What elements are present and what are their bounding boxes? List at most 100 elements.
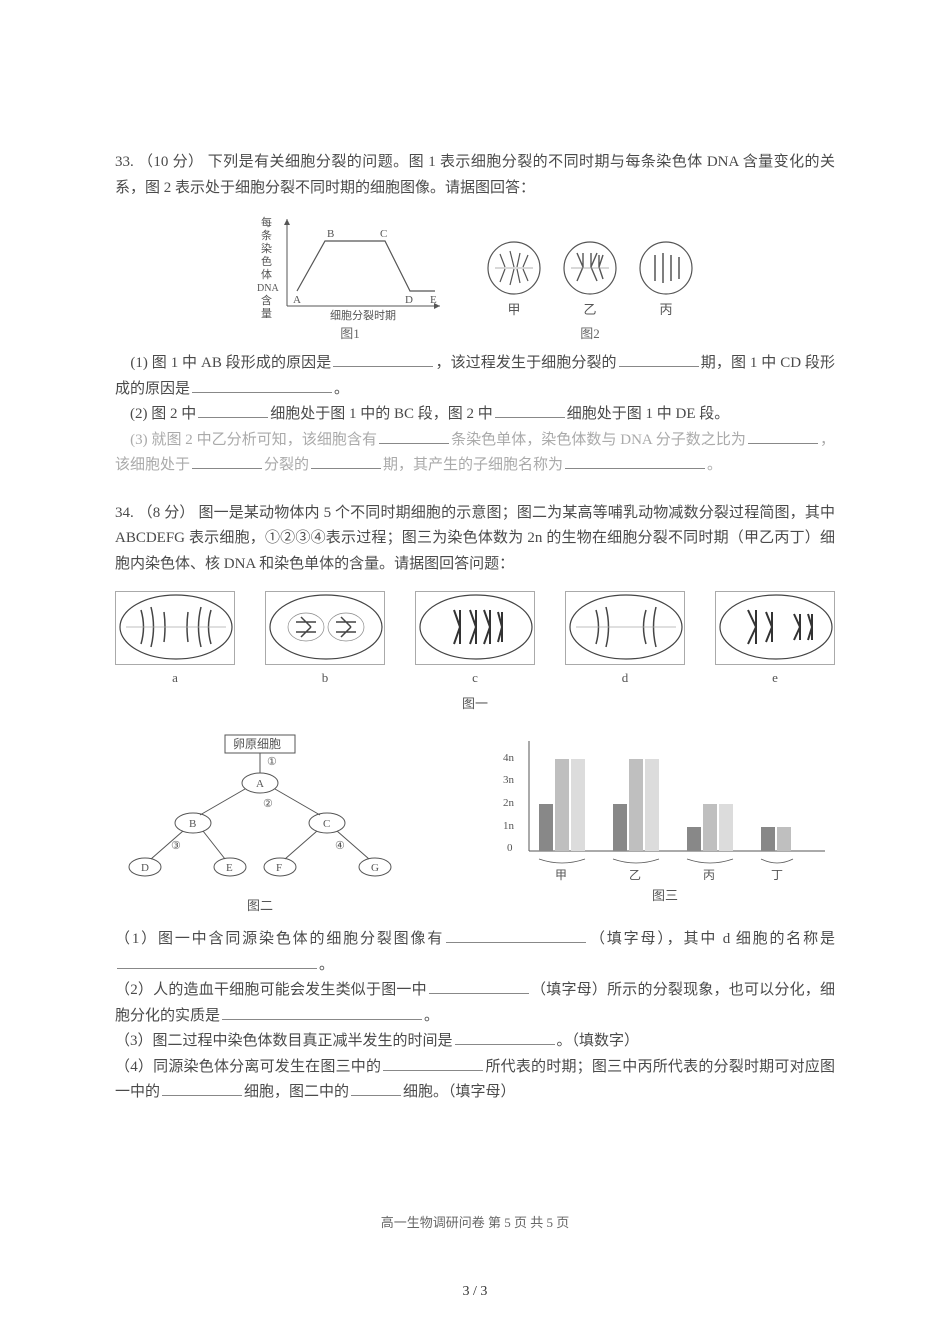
q33-cell-yi-label: 乙 [583, 299, 596, 321]
blank [619, 352, 699, 367]
blank [222, 1005, 422, 1020]
blank [192, 378, 332, 393]
q34-cell-e-label: e [772, 667, 778, 689]
q33-part1: (1) 图 1 中 AB 段形成的原因是，该过程发生于细胞分裂的期，图 1 中 … [115, 351, 835, 402]
q34-fig3-svg: 4n 3n 2n 1n 0 甲 乙 丙 [495, 731, 835, 881]
q34-fig3-caption: 图三 [652, 885, 678, 907]
q33-p3e: 期，其产生的子细胞名称为 [383, 457, 563, 473]
blank [379, 429, 449, 444]
q34-fig2-caption: 图二 [247, 895, 273, 917]
svg-text:D: D [405, 294, 413, 306]
q33-stem: 33. （10 分） 下列是有关细胞分裂的问题。图 1 表示细胞分裂的不同时期与… [115, 150, 835, 201]
q33-fig1-xlabel: 细胞分裂时期 [330, 309, 396, 321]
q33-p1a: (1) 图 1 中 AB 段形成的原因是 [130, 355, 331, 371]
blank [192, 454, 262, 469]
q33-p3f: 。 [707, 457, 722, 473]
svg-text:F: F [276, 862, 282, 874]
q34-cell-c-label: c [472, 667, 478, 689]
q34-fig1: a b c d e [115, 591, 835, 689]
q33-part2: (2) 图 2 中细胞处于图 1 中的 BC 段，图 2 中细胞处于图 1 中 … [115, 402, 835, 428]
q33-fig2: 甲 乙 丙 图2 [485, 239, 695, 345]
blank [117, 954, 317, 969]
q33-number: 33 [115, 154, 130, 170]
blank [455, 1030, 555, 1045]
q33-p3a: (3) 就图 2 中乙分析可知，该细胞含有 [130, 432, 377, 448]
blank [565, 454, 705, 469]
svg-text:DNA: DNA [257, 283, 279, 294]
q34-part3: （3）图二过程中染色体数目真正减半发生的时间是。（填数字） [115, 1029, 835, 1055]
svg-text:①: ① [267, 756, 277, 768]
q33-fig2-caption: 图2 [580, 323, 600, 345]
q33-cell-bing: 丙 [637, 239, 695, 321]
blank [748, 429, 818, 444]
q33-fig1-svg: 每 条 染 色 体 DNA 含 量 A B C D E 细胞分裂时期 [255, 211, 445, 321]
svg-text:0: 0 [507, 842, 513, 854]
q33-fig1-caption: 图1 [340, 323, 360, 345]
q34-fig2-fig3: 卵原细胞 ① A ② B C ③ ④ D E F [115, 731, 835, 917]
blank [351, 1081, 401, 1096]
q34-cell-a-label: a [172, 667, 178, 689]
q34-cell-e: e [715, 591, 835, 689]
question-33: 33. （10 分） 下列是有关细胞分裂的问题。图 1 表示细胞分裂的不同时期与… [115, 150, 835, 479]
q34-p1a: （1）图一中含同源染色体的细胞分裂图像有 [115, 931, 444, 947]
q34-fig1-caption: 图一 [115, 693, 835, 715]
svg-text:C: C [323, 818, 330, 830]
blank [162, 1081, 242, 1096]
svg-text:甲: 甲 [555, 868, 567, 881]
q34-part4: （4）同源染色体分离可发生在图三中的所代表的时期；图三中丙所代表的分裂时期可对应… [115, 1055, 835, 1106]
q34-cell-b-label: b [322, 667, 329, 689]
q34-p4a: （4）同源染色体分离可发生在图三中的 [115, 1059, 381, 1075]
svg-text:体: 体 [261, 267, 272, 281]
q34-p2c: 。 [424, 1008, 439, 1024]
q33-cell-bing-label: 丙 [659, 299, 672, 321]
svg-text:③: ③ [171, 840, 181, 852]
q34-p4d: 细胞。（填字母） [403, 1084, 516, 1100]
blank [333, 352, 433, 367]
svg-text:E: E [430, 294, 437, 306]
q33-p1b: ，该过程发生于细胞分裂的 [435, 355, 616, 371]
question-34: 34. （8 分） 图一是某动物体内 5 个不同时期细胞的示意图；图二为某高等哺… [115, 501, 835, 1106]
q34-fig2-root: 卵原细胞 [233, 737, 281, 751]
svg-text:A: A [256, 778, 264, 790]
page-number: 3 / 3 [0, 1280, 950, 1304]
q33-part3: (3) 就图 2 中乙分析可知，该细胞含有条染色单体，染色体数与 DNA 分子数… [115, 428, 835, 479]
q33-fig1: 每 条 染 色 体 DNA 含 量 A B C D E 细胞分裂时期 [255, 211, 445, 345]
svg-text:量: 量 [261, 307, 272, 320]
blank [311, 454, 381, 469]
q33-p3d: 分裂的 [264, 457, 309, 473]
q34-part1: （1）图一中含同源染色体的细胞分裂图像有（填字母），其中 d 细胞的名称是。 [115, 927, 835, 978]
svg-text:乙: 乙 [629, 868, 641, 881]
q34-p3b: 。（填数字） [557, 1033, 640, 1049]
q33-p2b: 细胞处于图 1 中的 BC 段，图 2 中 [270, 406, 493, 422]
svg-text:丙: 丙 [703, 868, 715, 881]
q34-number: 34 [115, 505, 130, 521]
q34-cell-d-label: d [622, 667, 629, 689]
svg-text:3n: 3n [503, 774, 515, 786]
q34-stem: 34. （8 分） 图一是某动物体内 5 个不同时期细胞的示意图；图二为某高等哺… [115, 501, 835, 578]
q33-cell-yi: 乙 [561, 239, 619, 321]
svg-text:1n: 1n [503, 820, 515, 832]
svg-text:每: 每 [261, 215, 272, 229]
q34-fig2: 卵原细胞 ① A ② B C ③ ④ D E F [115, 731, 405, 917]
blank [198, 403, 268, 418]
svg-text:④: ④ [335, 840, 345, 852]
q33-figures: 每 条 染 色 体 DNA 含 量 A B C D E 细胞分裂时期 [115, 211, 835, 345]
q33-cell-jia: 甲 [485, 239, 543, 321]
q33-p1d: 。 [334, 381, 349, 397]
q34-points: （8 分） [138, 505, 195, 521]
svg-text:D: D [141, 862, 149, 874]
svg-text:B: B [189, 818, 196, 830]
q34-cell-a: a [115, 591, 235, 689]
q34-p2a: （2）人的造血干细胞可能会发生类似于图一中 [115, 982, 427, 998]
svg-text:丁: 丁 [771, 868, 783, 881]
blank [383, 1056, 483, 1071]
q34-cell-c: c [415, 591, 535, 689]
blank [429, 979, 529, 994]
q33-cell-jia-label: 甲 [507, 299, 520, 321]
svg-text:2n: 2n [503, 797, 515, 809]
q34-stem-text: 图一是某动物体内 5 个不同时期细胞的示意图；图二为某高等哺乳动物减数分裂过程简… [115, 505, 835, 572]
q34-fig3: 4n 3n 2n 1n 0 甲 乙 丙 [495, 731, 835, 907]
page-footer: 高一生物调研问卷 第 5 页 共 5 页 [0, 1212, 950, 1234]
svg-text:色: 色 [261, 254, 272, 268]
svg-text:C: C [380, 228, 387, 240]
